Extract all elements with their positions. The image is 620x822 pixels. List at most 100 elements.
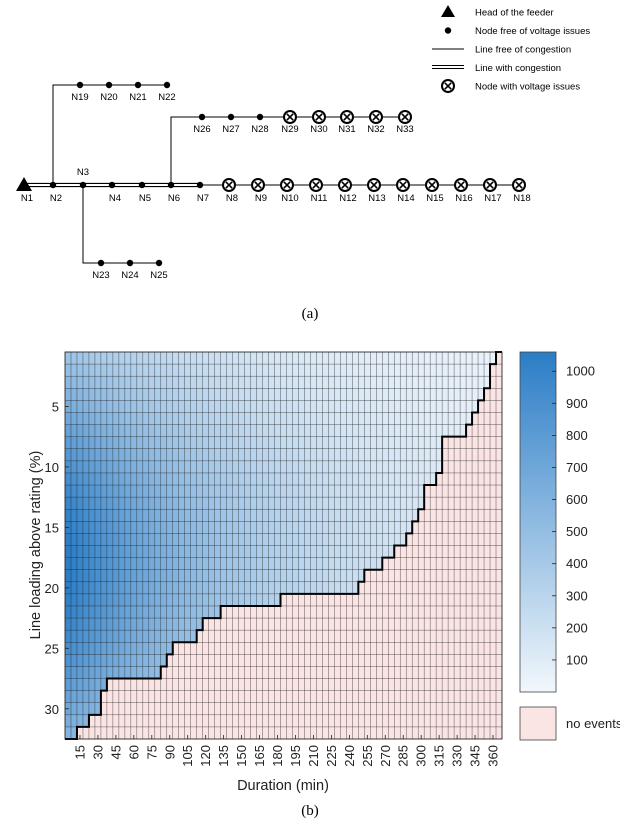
heatmap-cell: [322, 485, 329, 498]
heatmap-cell: [154, 533, 162, 546]
heatmap-cell: [322, 352, 329, 365]
heatmap-cell: [388, 388, 395, 401]
heatmap-cell: [286, 352, 293, 365]
heatmap-cell: [304, 726, 311, 740]
heatmap-cell: [82, 424, 90, 437]
heatmap-cell: [226, 412, 233, 425]
heatmap-cell: [76, 388, 84, 401]
heatmap-cell: [160, 436, 168, 450]
heatmap-cell: [124, 630, 132, 643]
heatmap-cell: [88, 557, 96, 570]
heatmap-cell: [214, 412, 221, 425]
heatmap-cell: [322, 545, 329, 558]
heatmap-cell: [400, 654, 407, 667]
heatmap-cell: [172, 714, 180, 728]
heatmap-cell: [202, 545, 209, 558]
heatmap-cell: [280, 485, 287, 498]
heatmap-cell: [136, 364, 144, 377]
heatmap-cell: [442, 388, 449, 401]
heatmap-cell: [424, 485, 431, 498]
heatmap-cell: [262, 460, 269, 474]
heatmap-cell: [394, 593, 401, 607]
heatmap-cell: [478, 436, 485, 450]
heatmap-cell: [286, 557, 293, 570]
heatmap-cell: [65, 690, 72, 704]
heatmap-cell: [262, 557, 269, 570]
heatmap-cell: [88, 605, 96, 619]
heatmap-cell: [316, 472, 323, 486]
heatmap-cell: [304, 436, 311, 450]
heatmap-cell: [142, 448, 150, 462]
heatmap-cell: [220, 497, 227, 510]
heatmap-cell: [196, 642, 203, 655]
heatmap-cell: [322, 557, 329, 570]
heatmap-cell: [244, 557, 251, 570]
heatmap-cell: [496, 533, 503, 546]
node-x: [486, 181, 494, 189]
heatmap-cell: [478, 533, 485, 546]
heatmap-cell: [310, 726, 317, 740]
heatmap-cell: [328, 702, 335, 716]
heatmap-cell: [106, 630, 114, 643]
heatmap-cell: [286, 569, 293, 583]
heatmap-cell: [202, 714, 209, 728]
heatmap-cell: [484, 642, 491, 655]
heatmap-cell: [418, 618, 425, 631]
heatmap-cell: [454, 545, 461, 558]
heatmap-cell: [394, 472, 401, 486]
heatmap-cell: [466, 400, 473, 413]
heatmap-cell: [496, 690, 503, 704]
heatmap-cell: [418, 605, 425, 619]
heatmap-cell: [316, 557, 323, 570]
heatmap-cell: [412, 376, 419, 389]
heatmap-cell: [232, 400, 239, 413]
heatmap-cell: [430, 690, 437, 704]
heatmap-cell: [400, 412, 407, 425]
legend-dot-icon: [444, 27, 452, 34]
heatmap-cell: [424, 630, 431, 643]
heatmap-cell: [172, 642, 180, 655]
heatmap-cell: [436, 460, 443, 474]
heatmap-cell: [376, 569, 383, 583]
heatmap-cell: [244, 400, 251, 413]
heatmap-cell: [316, 533, 323, 546]
x-tick-label: 270: [378, 745, 393, 767]
heatmap-cell: [286, 678, 293, 691]
heatmap-cell: [376, 690, 383, 704]
heatmap-cell: [418, 642, 425, 655]
heatmap-cell: [262, 690, 269, 704]
heatmap-cell: [76, 581, 84, 595]
heatmap-cell: [376, 521, 383, 534]
heatmap-cell: [424, 521, 431, 534]
heatmap-cell: [190, 521, 197, 534]
heatmap-cell: [292, 521, 299, 534]
x-tick-label: 210: [306, 745, 321, 767]
heatmap-cell: [358, 460, 365, 474]
heatmap-cell: [214, 666, 221, 679]
heatmap-cell: [346, 545, 353, 558]
heatmap-cell: [202, 460, 209, 474]
heatmap-cell: [262, 605, 269, 619]
heatmap-cell: [106, 412, 114, 425]
heatmap-cell: [442, 509, 449, 522]
heatmap-cell: [172, 485, 180, 498]
heatmap-cell: [142, 593, 150, 607]
heatmap-cell: [412, 690, 419, 704]
heatmap-cell: [442, 521, 449, 534]
heatmap-cell: [160, 581, 168, 595]
heatmap-cell: [142, 581, 150, 595]
heatmap-cell: [88, 581, 96, 595]
heatmap-cell: [65, 545, 72, 558]
heatmap-cell: [154, 472, 162, 486]
heatmap-cell: [370, 702, 377, 716]
heatmap-cell: [190, 472, 197, 486]
heatmap-cell: [202, 702, 209, 716]
heatmap-cell: [496, 642, 503, 655]
heatmap-cell: [100, 400, 108, 413]
heatmap-cell: [310, 376, 317, 389]
heatmap-cell: [496, 376, 503, 389]
heatmap-cell: [454, 630, 461, 643]
heatmap-cell: [478, 690, 485, 704]
heatmap-cell: [484, 485, 491, 498]
heatmap-cell: [352, 485, 359, 498]
